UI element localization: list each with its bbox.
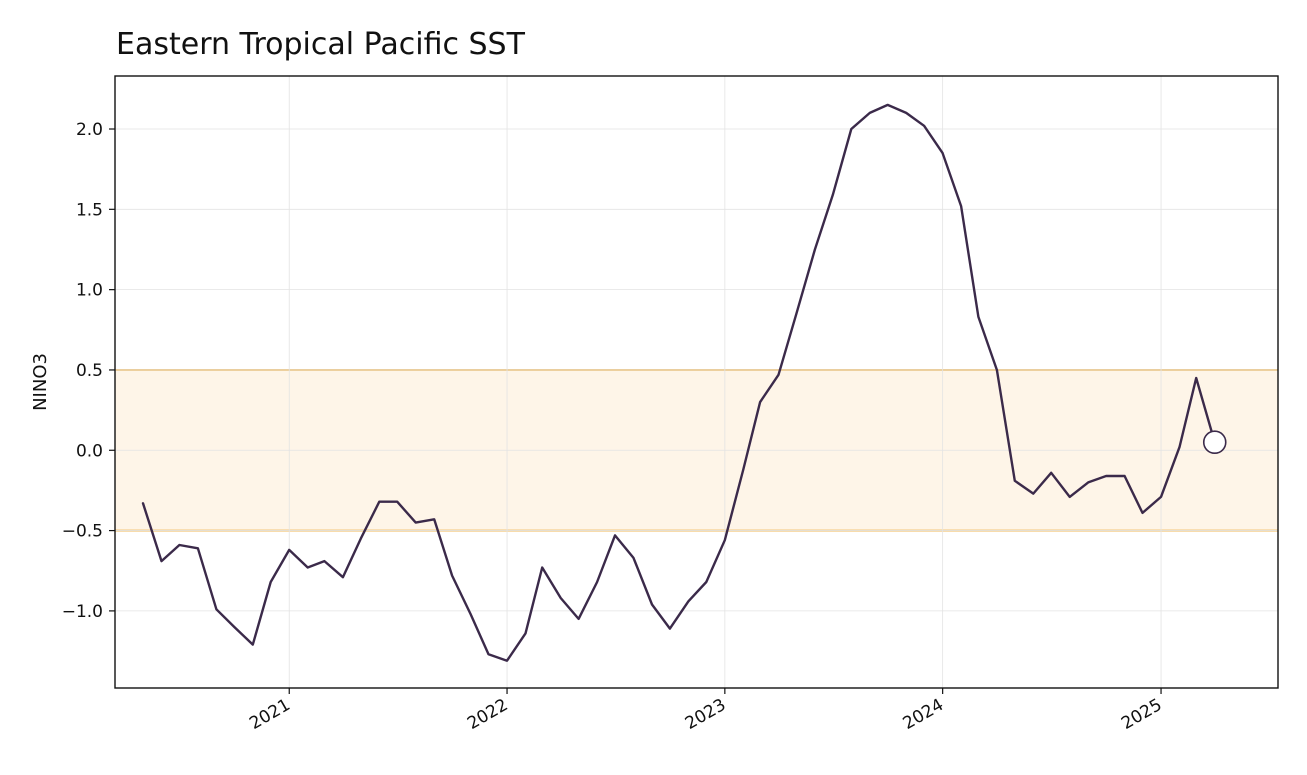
y-tick-label: 0.0 [76,441,103,461]
x-tick-label: 2022 [464,695,511,734]
x-axis-ticks: 2021 2022 2023 2024 2025 [246,688,1166,734]
y-axis-ticks: −1.0 −0.5 0.0 0.5 1.0 1.5 2.0 [62,120,115,622]
plot-frame [114,75,1279,689]
series-group [141,103,1227,662]
x-tick-label: 2023 [682,695,729,734]
y-tick-label: 2.0 [76,120,103,140]
x-tick-label: 2024 [900,695,947,734]
chart-title: Eastern Tropical Pacific SST [116,27,526,62]
y-tick-label: 1.5 [76,200,103,220]
x-tick-label: 2025 [1118,695,1165,734]
y-tick-label: −1.0 [62,602,103,622]
y-axis-label: NINO3 [30,353,51,411]
grid [115,76,1278,688]
latest-value-marker [1202,430,1227,455]
x-tick-label: 2021 [246,695,293,734]
y-tick-label: 0.5 [76,361,103,381]
y-tick-label: 1.0 [76,281,103,301]
series-line [141,103,1216,662]
y-tick-label: −0.5 [62,522,103,542]
